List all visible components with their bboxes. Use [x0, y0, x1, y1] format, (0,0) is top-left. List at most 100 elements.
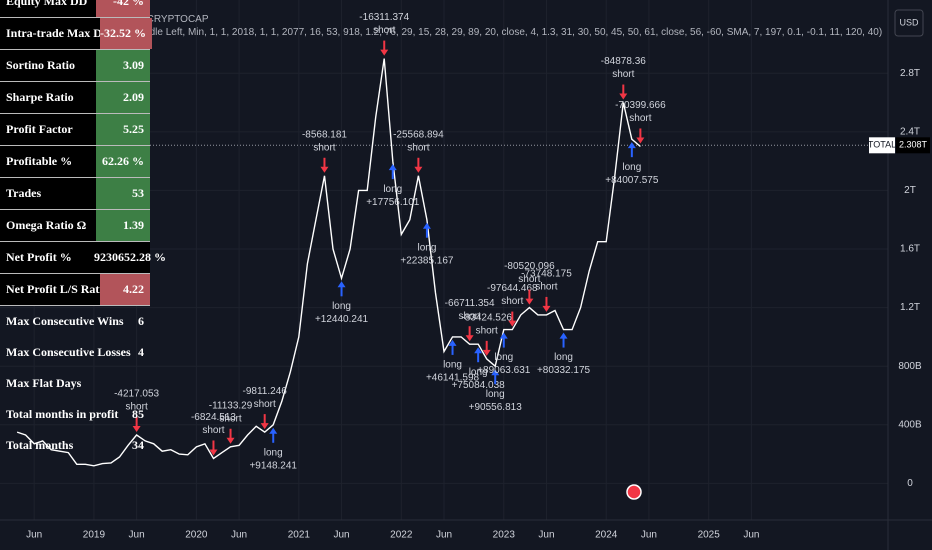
- stats-value: 6: [138, 314, 144, 328]
- short-arrow-head: [320, 166, 329, 173]
- long-arrow-head: [627, 142, 636, 149]
- y-tick-label: 2.4T: [900, 126, 920, 137]
- stats-value: 9230652.28 %: [94, 242, 166, 273]
- trade-side: short: [407, 142, 429, 153]
- trade-profit: -9811.246: [243, 386, 288, 397]
- price-line-series: [16, 58, 641, 467]
- trade-profit: +84007.575: [605, 175, 659, 186]
- stats-row: Profitable % 62.26 %: [0, 146, 150, 178]
- long-arrow-head: [499, 332, 508, 339]
- trade-profit: -8568.181: [302, 129, 347, 140]
- x-tick-label: Jun: [641, 530, 657, 541]
- trade-side: short: [254, 399, 276, 410]
- stats-label: Max Consecutive Wins: [6, 314, 124, 328]
- stats-row: Total months in profit 85: [0, 399, 150, 430]
- stats-value: 34: [132, 438, 144, 452]
- short-arrow-head: [465, 335, 474, 342]
- stats-row: Total months 34: [0, 430, 150, 461]
- stats-label: Total months in profit: [6, 407, 119, 421]
- trade-side: long: [417, 242, 436, 253]
- trade-side: short: [535, 282, 557, 293]
- stats-label: Net Profit %: [0, 242, 94, 273]
- trade-profit: +90556.813: [469, 402, 523, 413]
- trade-profit: +75084.038: [452, 380, 506, 391]
- stats-value: 85: [132, 407, 144, 421]
- stats-label: Equity Max DD: [0, 0, 97, 17]
- trade-profit: -73748.175: [521, 269, 572, 280]
- stats-label: Intra-trade Max DD: [0, 18, 111, 49]
- short-arrow-head: [132, 426, 141, 433]
- long-arrow-head: [448, 339, 457, 346]
- long-arrow-head: [474, 347, 483, 354]
- trade-profit: +46141.598: [426, 373, 480, 384]
- stats-row: Net Profit % 9230652.28 %: [0, 242, 166, 274]
- long-arrow-head: [491, 369, 500, 376]
- x-tick-label: Jun: [538, 530, 554, 541]
- x-tick-label: 2025: [698, 530, 721, 541]
- stats-value: 4.22: [100, 274, 150, 305]
- trade-profit: -4217.053: [114, 389, 159, 400]
- stats-row: Max Consecutive Losses 4: [0, 337, 150, 368]
- trade-profit: +17756.101: [366, 197, 420, 208]
- x-tick-label: Jun: [231, 530, 247, 541]
- y-tick-label: 1.6T: [900, 244, 920, 255]
- short-arrow-head: [525, 298, 534, 305]
- x-tick-label: 2023: [493, 530, 516, 541]
- event-icon: [626, 484, 642, 500]
- trade-side: short: [476, 326, 498, 337]
- y-tick-label: 800B: [898, 361, 922, 372]
- stats-label: Net Profit L/S Ratio: [0, 274, 109, 305]
- indicator-params: AI-Totally Slapping ... (None, Middle Le…: [4, 27, 883, 38]
- stats-row: Sortino Ratio 3.09: [0, 50, 150, 82]
- x-tick-label: Jun: [333, 530, 349, 541]
- stats-value: 3.09: [96, 50, 150, 81]
- trade-side: short: [518, 274, 540, 285]
- stats-label: Profit Factor: [0, 114, 97, 145]
- stats-label: Sortino Ratio: [0, 50, 97, 81]
- stats-row: Max Flat Days: [0, 368, 150, 399]
- long-arrow-head: [388, 164, 397, 171]
- short-arrow-head: [226, 437, 235, 444]
- short-arrow-head: [482, 349, 491, 356]
- symbol-tag-label: TOTAL: [868, 140, 896, 150]
- stats-table: Equity Max DD -42 % Intra-trade Max DD -32.…: [0, 0, 166, 461]
- trade-side: long: [332, 301, 351, 312]
- stats-row: Intra-trade Max DD -32.52 %: [0, 18, 152, 50]
- short-arrow-head: [380, 49, 389, 56]
- short-arrow-head: [619, 93, 628, 100]
- stats-label: Max Consecutive Losses: [6, 345, 131, 359]
- stats-label: Total months: [6, 438, 74, 452]
- trade-profit: -66711.354: [445, 298, 495, 309]
- x-tick-label: 2024: [595, 530, 618, 541]
- stats-value: 4: [138, 345, 144, 359]
- trade-profit: +9148.241: [249, 460, 297, 471]
- short-arrow-head: [636, 137, 645, 144]
- stats-value: 2.09: [96, 82, 150, 113]
- trade-side: short: [458, 311, 480, 322]
- trade-side: short: [202, 425, 224, 436]
- trade-side: short: [373, 25, 395, 36]
- trade-profit: -6824.513: [191, 412, 236, 423]
- stats-row: Equity Max DD -42 %: [0, 0, 150, 18]
- x-tick-label: 2019: [83, 530, 106, 541]
- trade-side: short: [313, 142, 335, 153]
- y-tick-label: 2.8T: [900, 68, 920, 79]
- stats-value: 53: [96, 178, 150, 209]
- stats-row: Omega Ratio Ω 1.39: [0, 210, 150, 242]
- stats-label: Profitable %: [0, 146, 97, 177]
- long-arrow-head: [559, 332, 568, 339]
- trade-side: short: [125, 402, 147, 413]
- trade-side: long: [622, 162, 641, 173]
- stats-value: -42 %: [96, 0, 150, 17]
- stats-label: Trades: [0, 178, 97, 209]
- trade-profit: -84878.36: [601, 56, 646, 67]
- stats-row: Sharpe Ratio 2.09: [0, 82, 150, 114]
- trade-side: long: [554, 352, 573, 363]
- short-arrow-head: [209, 449, 218, 456]
- stats-label: Max Flat Days: [6, 376, 82, 390]
- symbol-tag: [869, 137, 895, 154]
- trade-profit: -16311.374: [359, 12, 409, 23]
- trade-profit: -83424.526: [461, 313, 512, 324]
- trade-side: long: [383, 184, 402, 195]
